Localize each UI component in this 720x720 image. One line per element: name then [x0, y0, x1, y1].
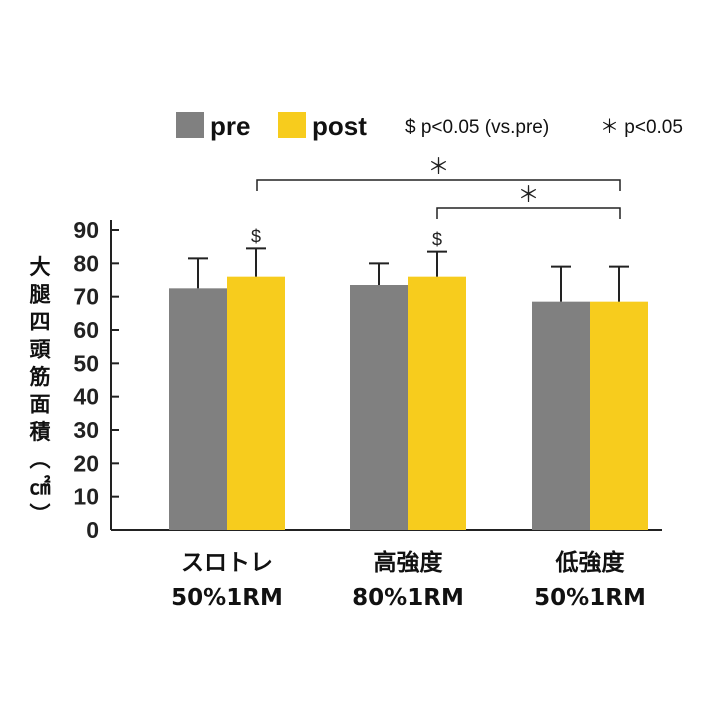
y-tick-label: 50 — [73, 350, 99, 376]
y-tick-label: 40 — [73, 384, 99, 410]
y-tick-label: 20 — [73, 450, 99, 476]
significance-star-2: ＊ — [517, 183, 539, 208]
category-label-3-line2: 50%1RM — [534, 585, 646, 611]
bars — [169, 276, 648, 530]
y-tick-label: 80 — [73, 250, 99, 276]
category-label-3-line1: 低強度 — [555, 549, 626, 576]
significance-bracket-1 — [256, 179, 621, 191]
category-label-2-line2: 80%1RM — [352, 585, 464, 611]
dollar-mark-1: $ — [251, 226, 261, 246]
category-label-2-line1: 高強度 — [374, 549, 444, 576]
significance-star-1: ＊ — [427, 155, 449, 180]
dollar-mark-2: $ — [432, 230, 442, 250]
bar-pre-2 — [350, 285, 408, 530]
y-tick-label: 0 — [86, 517, 99, 543]
legend-note-dollar: $ p<0.05 (vs.pre) — [405, 117, 549, 138]
legend: pre post $ p<0.05 (vs.pre) ＊ p<0.05 — [176, 111, 683, 141]
y-tick-label: 30 — [73, 417, 99, 443]
bar-pre-3 — [532, 301, 590, 530]
category-labels: スロトレ 50%1RM 高強度 80%1RM 低強度 50%1RM — [171, 549, 646, 611]
y-tick-label: 60 — [73, 317, 99, 343]
y-axis-label: 大腿四頭筋面積︵ ㎠ ︶ — [29, 255, 52, 527]
legend-swatch-pre — [176, 112, 204, 138]
y-tick-label: 70 — [73, 284, 99, 310]
y-tick-label: 10 — [73, 484, 99, 510]
category-label-1-line2: 50%1RM — [171, 585, 283, 611]
bar-pre-1 — [169, 288, 227, 530]
y-tick-label: 90 — [73, 217, 99, 243]
bar-post-1 — [227, 276, 285, 530]
legend-swatch-post — [278, 112, 306, 138]
significance-marks: $ $ ＊ ＊ — [251, 155, 621, 250]
bar-post-3 — [590, 301, 648, 530]
legend-note-star: ＊ p<0.05 — [600, 117, 683, 138]
legend-label-post: post — [312, 111, 367, 141]
bar-post-2 — [408, 276, 466, 530]
category-label-1-line1: スロトレ — [181, 550, 273, 576]
error-bars — [188, 247, 629, 302]
axes: 0 10 20 30 40 50 60 70 80 90 — [73, 217, 662, 543]
significance-bracket-2 — [436, 207, 621, 219]
legend-label-pre: pre — [210, 111, 250, 141]
